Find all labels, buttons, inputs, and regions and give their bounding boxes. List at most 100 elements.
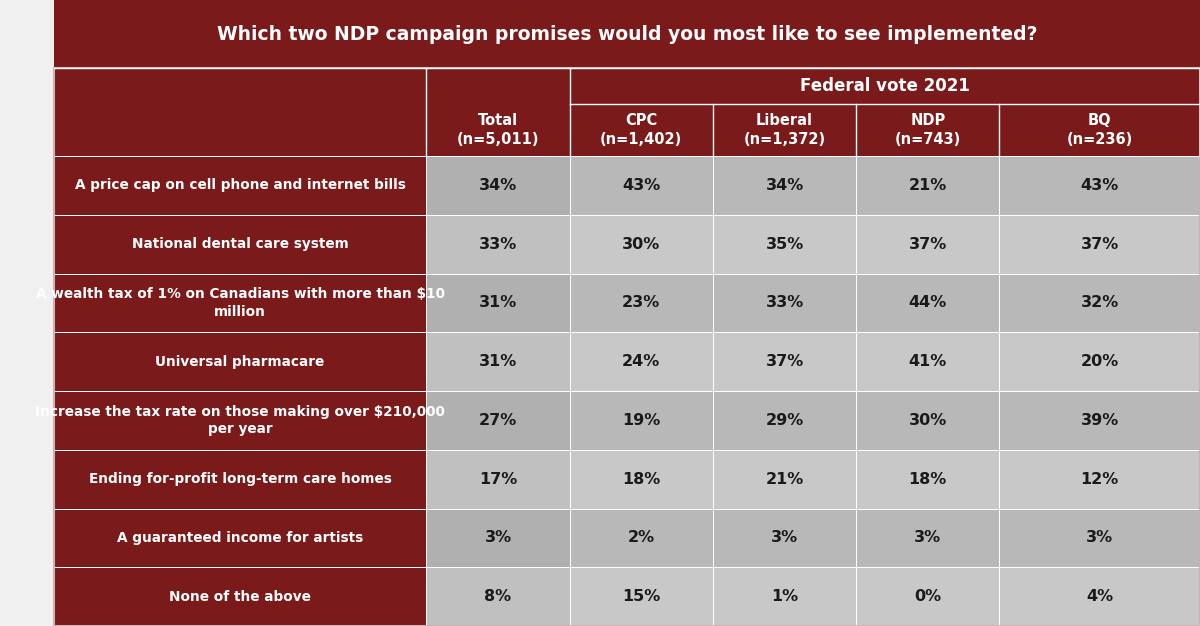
Bar <box>426 156 570 215</box>
Bar <box>426 567 570 626</box>
Bar <box>426 274 570 332</box>
Text: 21%: 21% <box>908 178 947 193</box>
Text: 3%: 3% <box>914 530 941 545</box>
Text: 2%: 2% <box>628 530 655 545</box>
Bar <box>856 391 1000 449</box>
Text: Universal pharmacare: Universal pharmacare <box>156 354 325 369</box>
Bar <box>54 391 426 449</box>
Bar <box>1000 274 1200 332</box>
Bar <box>54 68 1200 104</box>
Text: 35%: 35% <box>766 237 804 252</box>
Text: 33%: 33% <box>479 237 517 252</box>
Text: 19%: 19% <box>622 413 660 428</box>
Bar <box>713 215 856 274</box>
Text: BQ
(n=236): BQ (n=236) <box>1067 113 1133 147</box>
Bar <box>570 391 713 449</box>
Bar <box>856 215 1000 274</box>
Bar <box>54 274 426 332</box>
Text: 37%: 37% <box>908 237 947 252</box>
Bar <box>1000 332 1200 391</box>
Text: 44%: 44% <box>908 295 947 310</box>
Text: Federal vote 2021: Federal vote 2021 <box>800 77 970 95</box>
Bar <box>570 215 713 274</box>
Text: 30%: 30% <box>908 413 947 428</box>
Bar <box>54 68 1200 626</box>
Bar <box>570 449 713 508</box>
Text: Which two NDP campaign promises would you most like to see implemented?: Which two NDP campaign promises would yo… <box>217 24 1037 43</box>
Text: A wealth tax of 1% on Canadians with more than $10
million: A wealth tax of 1% on Canadians with mor… <box>36 287 444 319</box>
Text: 34%: 34% <box>766 178 804 193</box>
Bar <box>856 332 1000 391</box>
Text: 30%: 30% <box>622 237 660 252</box>
Bar <box>54 215 426 274</box>
Text: NDP
(n=743): NDP (n=743) <box>895 113 961 147</box>
Bar <box>856 508 1000 567</box>
Bar <box>713 567 856 626</box>
Text: Total
(n=5,011): Total (n=5,011) <box>457 113 539 147</box>
Bar <box>54 156 426 215</box>
Bar <box>1000 567 1200 626</box>
Bar <box>54 567 426 626</box>
Text: 32%: 32% <box>1080 295 1118 310</box>
Text: 3%: 3% <box>770 530 798 545</box>
Bar <box>54 0 1200 68</box>
Text: CPC
(n=1,402): CPC (n=1,402) <box>600 113 683 147</box>
Bar <box>54 104 1200 156</box>
Text: 17%: 17% <box>479 471 517 486</box>
Text: 33%: 33% <box>766 295 804 310</box>
Bar <box>54 332 426 391</box>
Bar <box>426 508 570 567</box>
Text: 15%: 15% <box>622 589 660 604</box>
Text: 31%: 31% <box>479 354 517 369</box>
Text: 43%: 43% <box>1080 178 1118 193</box>
Bar <box>570 332 713 391</box>
Text: 20%: 20% <box>1080 354 1118 369</box>
Text: 24%: 24% <box>622 354 660 369</box>
Bar <box>856 274 1000 332</box>
Text: 31%: 31% <box>479 295 517 310</box>
Bar <box>1000 156 1200 215</box>
Bar <box>713 156 856 215</box>
Text: 37%: 37% <box>766 354 804 369</box>
Bar <box>570 274 713 332</box>
Bar <box>856 567 1000 626</box>
Text: 12%: 12% <box>1080 471 1118 486</box>
Text: 18%: 18% <box>622 471 660 486</box>
Text: A guaranteed income for artists: A guaranteed income for artists <box>116 531 364 545</box>
Bar <box>426 391 570 449</box>
Bar <box>713 332 856 391</box>
Bar <box>713 449 856 508</box>
Bar <box>713 274 856 332</box>
Text: 27%: 27% <box>479 413 517 428</box>
Bar <box>1000 215 1200 274</box>
Bar <box>426 332 570 391</box>
Bar <box>1000 508 1200 567</box>
Text: 23%: 23% <box>622 295 660 310</box>
Text: 4%: 4% <box>1086 589 1114 604</box>
Bar <box>570 567 713 626</box>
Text: 29%: 29% <box>766 413 804 428</box>
Text: 8%: 8% <box>485 589 511 604</box>
Text: A price cap on cell phone and internet bills: A price cap on cell phone and internet b… <box>74 178 406 192</box>
Bar <box>1000 449 1200 508</box>
Bar <box>54 508 426 567</box>
Text: 18%: 18% <box>908 471 947 486</box>
Bar <box>713 391 856 449</box>
Text: 3%: 3% <box>1086 530 1114 545</box>
Text: 37%: 37% <box>1080 237 1118 252</box>
Bar <box>856 449 1000 508</box>
Text: Liberal
(n=1,372): Liberal (n=1,372) <box>744 113 826 147</box>
Bar <box>856 156 1000 215</box>
Text: 21%: 21% <box>766 471 804 486</box>
Bar <box>426 449 570 508</box>
Bar <box>570 508 713 567</box>
Text: 43%: 43% <box>622 178 660 193</box>
Text: National dental care system: National dental care system <box>132 237 348 251</box>
Text: 0%: 0% <box>914 589 941 604</box>
Text: 41%: 41% <box>908 354 947 369</box>
Text: Ending for-profit long-term care homes: Ending for-profit long-term care homes <box>89 472 391 486</box>
Bar <box>1000 391 1200 449</box>
Text: 39%: 39% <box>1080 413 1118 428</box>
Bar <box>713 508 856 567</box>
Text: Increase the tax rate on those making over $210,000
per year: Increase the tax rate on those making ov… <box>35 405 445 436</box>
